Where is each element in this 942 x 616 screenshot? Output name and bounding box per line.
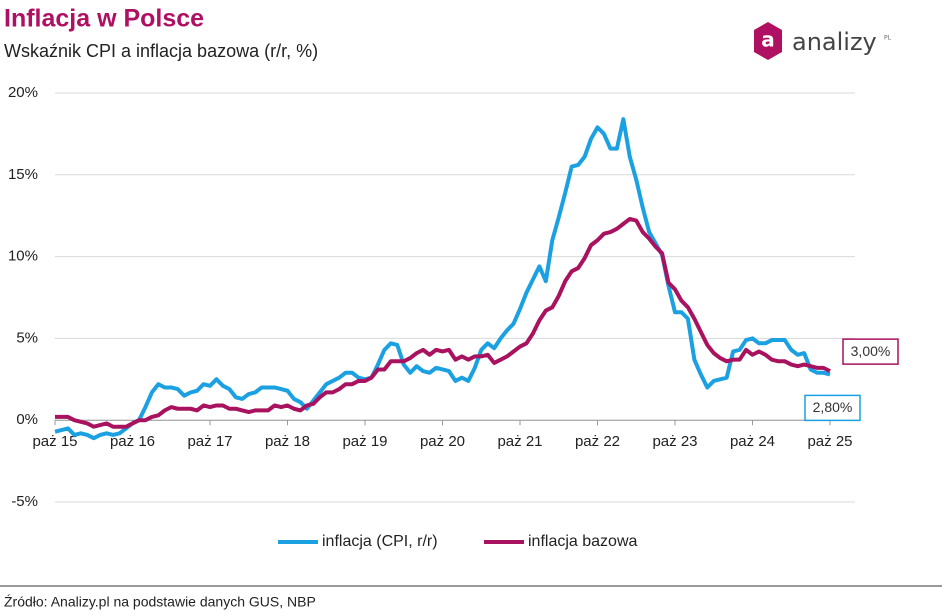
value-label: 2,80% — [813, 399, 853, 415]
y-tick-label: 15% — [8, 166, 38, 183]
x-tick-label: paż 22 — [575, 433, 620, 450]
logo-suffix: PL — [884, 35, 892, 42]
logo-name: analizy — [792, 28, 877, 56]
y-tick-label: 10% — [8, 248, 38, 265]
value-label: 3,00% — [851, 343, 891, 359]
x-tick-label: paż 18 — [265, 433, 310, 450]
x-tick-label: paż 23 — [652, 433, 697, 450]
series-line — [55, 216, 831, 429]
legend-label: inflacja bazowa — [528, 533, 638, 550]
x-tick-label: paż 21 — [497, 433, 542, 450]
source: Źródło: Analizy.pl na podstawie danych G… — [4, 594, 316, 610]
x-tick-label: paż 20 — [420, 433, 465, 450]
series-line — [54, 117, 831, 441]
value-label-box — [804, 394, 861, 422]
x-tick-label: paż 15 — [32, 433, 77, 450]
y-tick-label: 0% — [16, 411, 38, 428]
y-tick-label: 5% — [16, 329, 38, 346]
chart-subtitle: Wskaźnik CPI a inflacja bazowa (r/r, %) — [4, 41, 318, 61]
y-tick-label: 20% — [8, 84, 38, 101]
logo: a analizy PL — [754, 22, 892, 60]
x-tick-label: paż 17 — [187, 433, 232, 450]
legend-label: inflacja (CPI, r/r) — [322, 533, 438, 550]
chart-title: Inflacja w Polsce — [4, 5, 204, 33]
x-tick-label: paż 16 — [110, 433, 155, 450]
x-tick-label: paż 25 — [807, 433, 852, 450]
logo-icon — [754, 22, 782, 60]
value-label-box — [842, 338, 899, 365]
y-tick-label: -5% — [11, 493, 38, 510]
x-tick-label: paż 24 — [730, 433, 775, 450]
logo-mark: a — [761, 28, 775, 52]
x-tick-label: paż 19 — [342, 433, 387, 450]
